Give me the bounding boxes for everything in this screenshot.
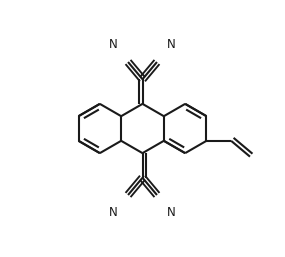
Text: N: N [109,206,118,219]
Text: N: N [167,38,176,51]
Text: N: N [109,38,118,51]
Text: N: N [167,206,176,219]
